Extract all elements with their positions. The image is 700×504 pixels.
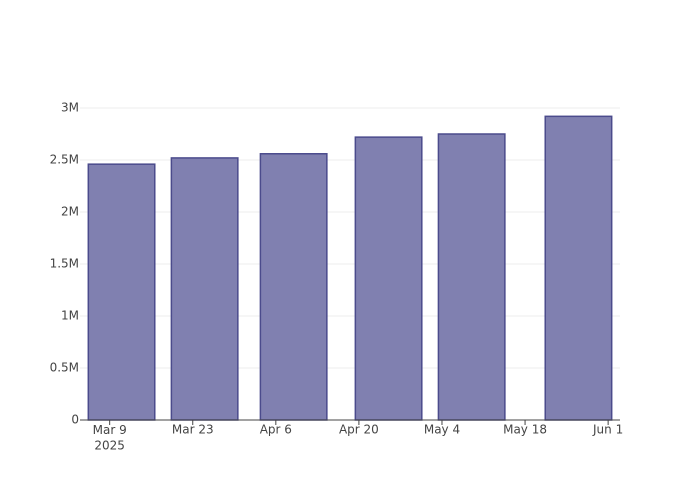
x-tick-label: Jun 1 — [592, 423, 623, 437]
x-tick-label: May 4 — [424, 423, 460, 437]
y-tick-label: 0 — [71, 413, 79, 427]
x-tick-label: Mar 23 — [172, 423, 214, 437]
y-tick-label: 2M — [61, 205, 79, 219]
y-tick-label: 1M — [61, 309, 79, 323]
bar — [87, 163, 156, 421]
x-tick-label: Apr 20 — [339, 423, 379, 437]
bar — [259, 153, 328, 421]
x-tick-label: Apr 6 — [260, 423, 292, 437]
x-tick-label: Mar 9 2025 — [93, 423, 127, 453]
bar — [544, 115, 613, 421]
y-tick-label: 1.5M — [50, 257, 79, 271]
y-tick-label: 2.5M — [50, 153, 79, 167]
y-tick-label: 0.5M — [50, 361, 79, 375]
bar — [437, 133, 506, 421]
x-tick-label: May 18 — [503, 423, 547, 437]
bar — [354, 136, 423, 421]
bar — [170, 157, 239, 421]
y-tick-label: 3M — [61, 101, 79, 115]
